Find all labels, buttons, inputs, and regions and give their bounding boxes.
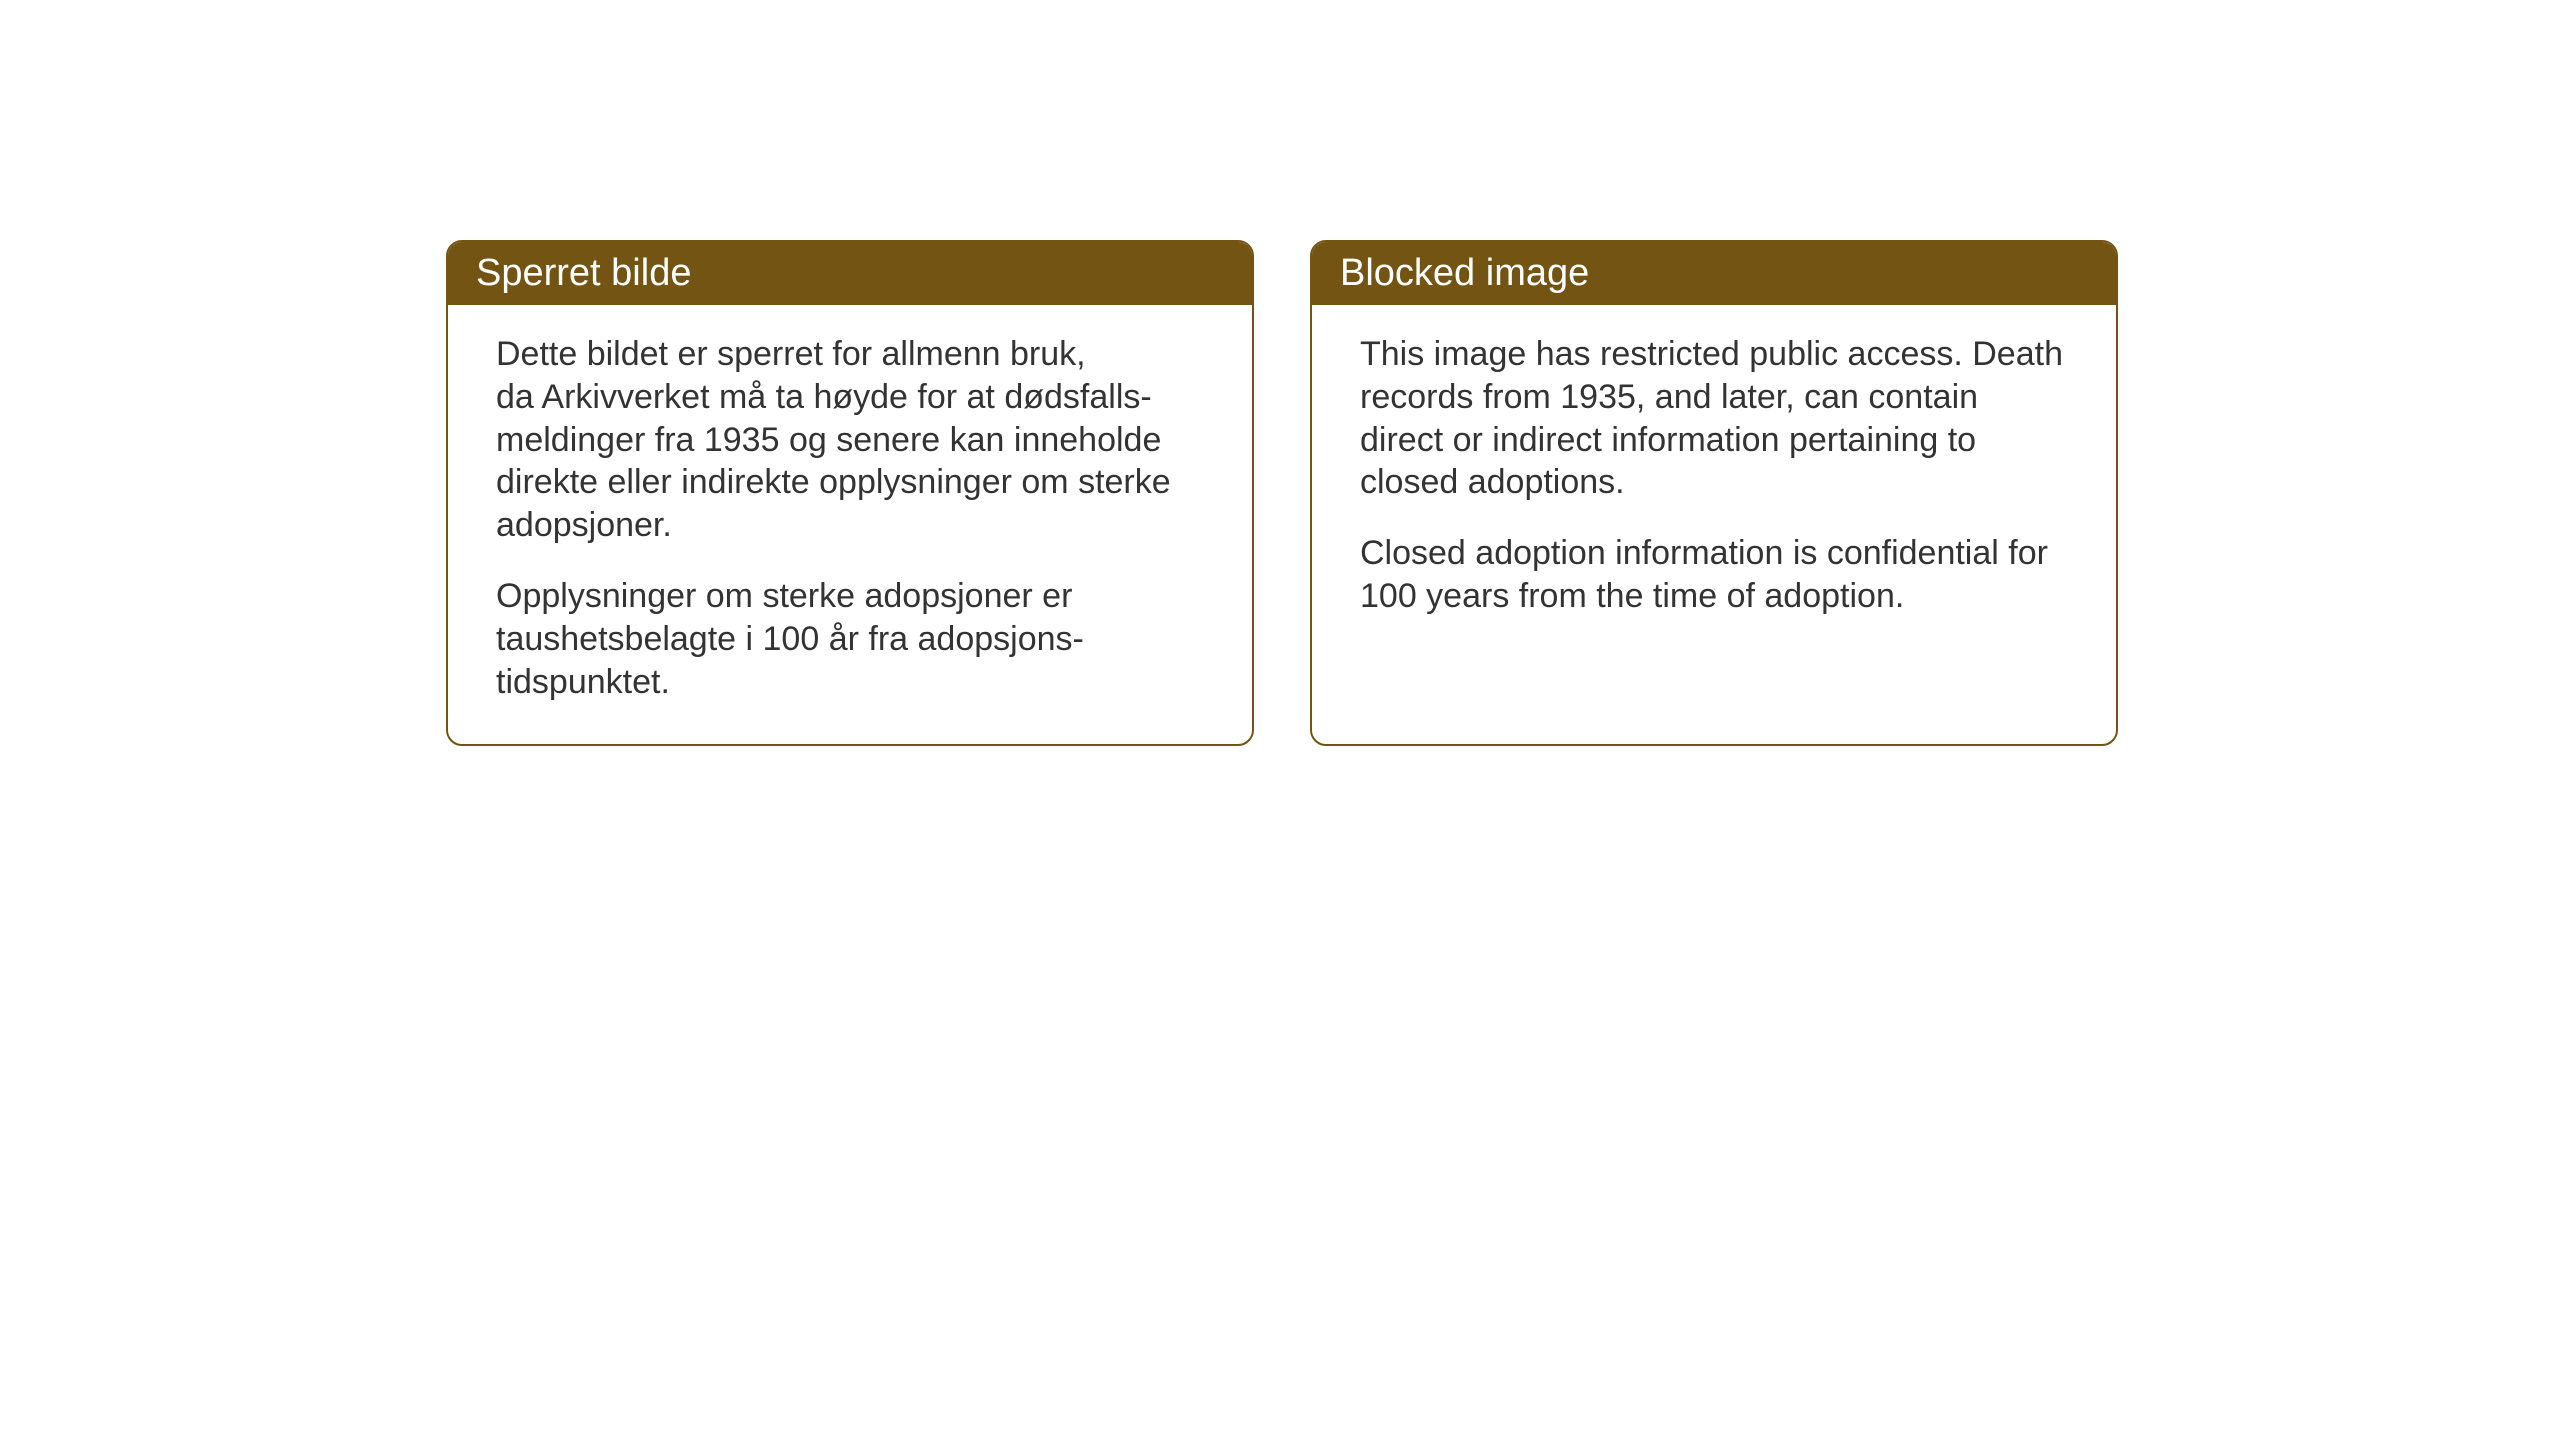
blocked-image-card-norwegian: Sperret bilde Dette bildet er sperret fo… [446,240,1254,746]
blocked-image-card-english: Blocked image This image has restricted … [1310,240,2118,746]
card-body-norwegian: Dette bildet er sperret for allmenn bruk… [448,305,1252,744]
cards-container: Sperret bilde Dette bildet er sperret fo… [446,240,2118,746]
card-title: Sperret bilde [476,252,691,294]
card-title: Blocked image [1340,252,1589,294]
card-paragraph: Closed adoption information is confident… [1360,532,2068,618]
card-body-english: This image has restricted public access.… [1312,305,2116,658]
card-header-norwegian: Sperret bilde [448,242,1252,305]
card-paragraph: Dette bildet er sperret for allmenn bruk… [496,333,1204,547]
card-paragraph: This image has restricted public access.… [1360,333,2068,504]
card-header-english: Blocked image [1312,242,2116,305]
card-paragraph: Opplysninger om sterke adopsjoner er tau… [496,575,1204,703]
